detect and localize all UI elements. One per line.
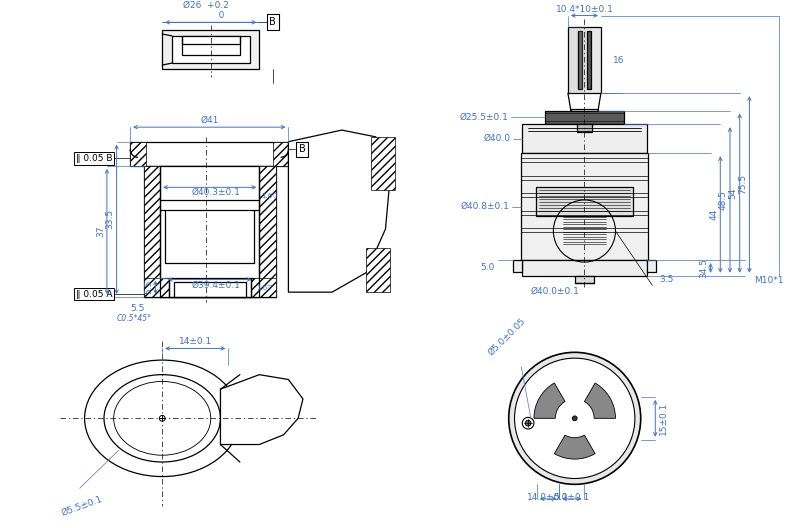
Text: 33.5: 33.5	[106, 209, 115, 230]
Circle shape	[509, 352, 641, 484]
Polygon shape	[163, 30, 260, 69]
Polygon shape	[371, 137, 395, 190]
Polygon shape	[577, 124, 592, 132]
Ellipse shape	[114, 381, 211, 455]
Text: 5.5: 5.5	[144, 280, 154, 295]
Wedge shape	[585, 383, 615, 418]
Text: Ø5.0±0.05: Ø5.0±0.05	[486, 316, 527, 357]
Text: 14±0.1: 14±0.1	[179, 336, 211, 345]
Wedge shape	[534, 383, 565, 418]
Polygon shape	[578, 31, 582, 89]
Polygon shape	[172, 36, 250, 63]
Text: C0.5*45°: C0.5*45°	[117, 314, 151, 323]
Polygon shape	[160, 166, 260, 297]
Text: ‖ 0.05 A: ‖ 0.05 A	[76, 289, 113, 299]
Polygon shape	[522, 124, 646, 153]
Text: B: B	[269, 17, 276, 27]
Polygon shape	[536, 187, 633, 216]
Ellipse shape	[104, 375, 220, 462]
Text: 1.6▽: 1.6▽	[256, 284, 273, 290]
Polygon shape	[174, 282, 246, 297]
Polygon shape	[131, 142, 146, 166]
Text: 1.6▽: 1.6▽	[261, 192, 278, 198]
Text: ‖ 0.05 B: ‖ 0.05 B	[76, 154, 113, 163]
Polygon shape	[144, 166, 276, 297]
Text: 16: 16	[613, 55, 624, 65]
Text: 15±0.1: 15±0.1	[659, 402, 668, 435]
Text: Ø39.4±0.1: Ø39.4±0.1	[191, 280, 240, 289]
Text: B: B	[299, 145, 305, 155]
Text: Ø41: Ø41	[200, 116, 219, 125]
Text: 10.4*10±0.1: 10.4*10±0.1	[555, 5, 614, 14]
Polygon shape	[571, 109, 598, 112]
Text: 3.5: 3.5	[659, 275, 674, 284]
Polygon shape	[251, 278, 276, 297]
Circle shape	[514, 358, 635, 478]
Text: Ø40.0: Ø40.0	[484, 134, 511, 143]
Text: Ø26  +0.2
           0: Ø26 +0.2 0	[183, 1, 229, 21]
Text: 48.5: 48.5	[719, 190, 728, 210]
Text: 37: 37	[96, 226, 105, 237]
Circle shape	[525, 420, 531, 426]
Ellipse shape	[85, 360, 239, 477]
Polygon shape	[646, 260, 656, 272]
Polygon shape	[220, 375, 303, 445]
Polygon shape	[587, 31, 591, 89]
Text: Ø40.0±0.1: Ø40.0±0.1	[531, 287, 580, 296]
Text: 34.5: 34.5	[699, 258, 709, 278]
Text: 75.5: 75.5	[739, 174, 747, 194]
Polygon shape	[131, 142, 288, 166]
Text: 54: 54	[729, 187, 738, 199]
Polygon shape	[182, 36, 239, 55]
Polygon shape	[366, 249, 390, 292]
Polygon shape	[545, 111, 624, 124]
Polygon shape	[288, 130, 390, 292]
Polygon shape	[568, 27, 601, 93]
Polygon shape	[260, 166, 276, 297]
Text: Ø40.3±0.1: Ø40.3±0.1	[191, 188, 240, 197]
Polygon shape	[521, 153, 647, 260]
Text: 5.5: 5.5	[131, 304, 145, 313]
Text: Ø40.8±0.1: Ø40.8±0.1	[461, 202, 509, 211]
Polygon shape	[513, 260, 522, 272]
Polygon shape	[144, 166, 160, 297]
Polygon shape	[522, 260, 646, 276]
Wedge shape	[554, 435, 595, 459]
Polygon shape	[273, 142, 288, 166]
Polygon shape	[169, 278, 251, 297]
Text: M10*1: M10*1	[755, 276, 783, 285]
Text: Ø25.5±0.1: Ø25.5±0.1	[460, 113, 509, 122]
Text: 5.0: 5.0	[481, 263, 495, 272]
Text: Ø5.5±0.1: Ø5.5±0.1	[60, 494, 104, 517]
Polygon shape	[144, 278, 169, 297]
Polygon shape	[574, 276, 594, 284]
Text: 44: 44	[710, 209, 718, 220]
Circle shape	[572, 416, 578, 421]
Text: 14.0±0.1: 14.0±0.1	[527, 493, 569, 502]
Text: 5.0±0.1: 5.0±0.1	[553, 493, 590, 502]
